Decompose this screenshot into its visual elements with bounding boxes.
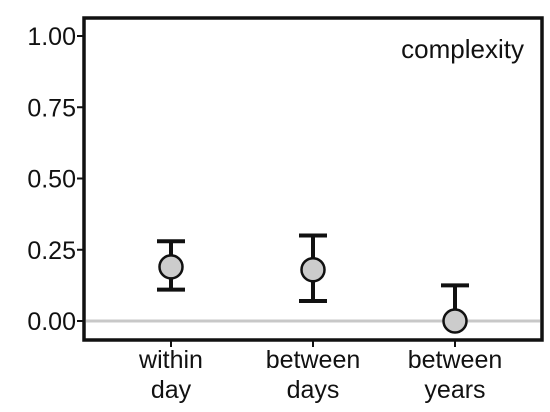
y-tick-label-0: 0.00 — [27, 308, 76, 336]
panel-title: complexity — [401, 34, 524, 64]
y-tick-label-4: 1.00 — [27, 23, 76, 51]
category-label-1-line-1: days — [287, 376, 340, 404]
point-marker-0 — [158, 254, 184, 280]
point-marker-1 — [300, 256, 326, 283]
category-label-0-line-1: day — [151, 376, 192, 404]
category-label-2-line-0: between — [408, 346, 503, 374]
y-axis: 0.00 0.25 0.50 0.75 1.00 — [27, 23, 84, 336]
y-tick-label-2: 0.50 — [27, 166, 76, 194]
y-tick-label-3: 0.75 — [27, 94, 76, 122]
category-label-1-line-0: between — [266, 346, 361, 374]
point-marker-2 — [442, 308, 468, 334]
point-markers — [158, 254, 468, 334]
category-label-2-line-1: years — [424, 376, 485, 404]
category-label-0-line-0: within — [138, 346, 203, 374]
y-tick-label-1: 0.25 — [27, 237, 76, 265]
